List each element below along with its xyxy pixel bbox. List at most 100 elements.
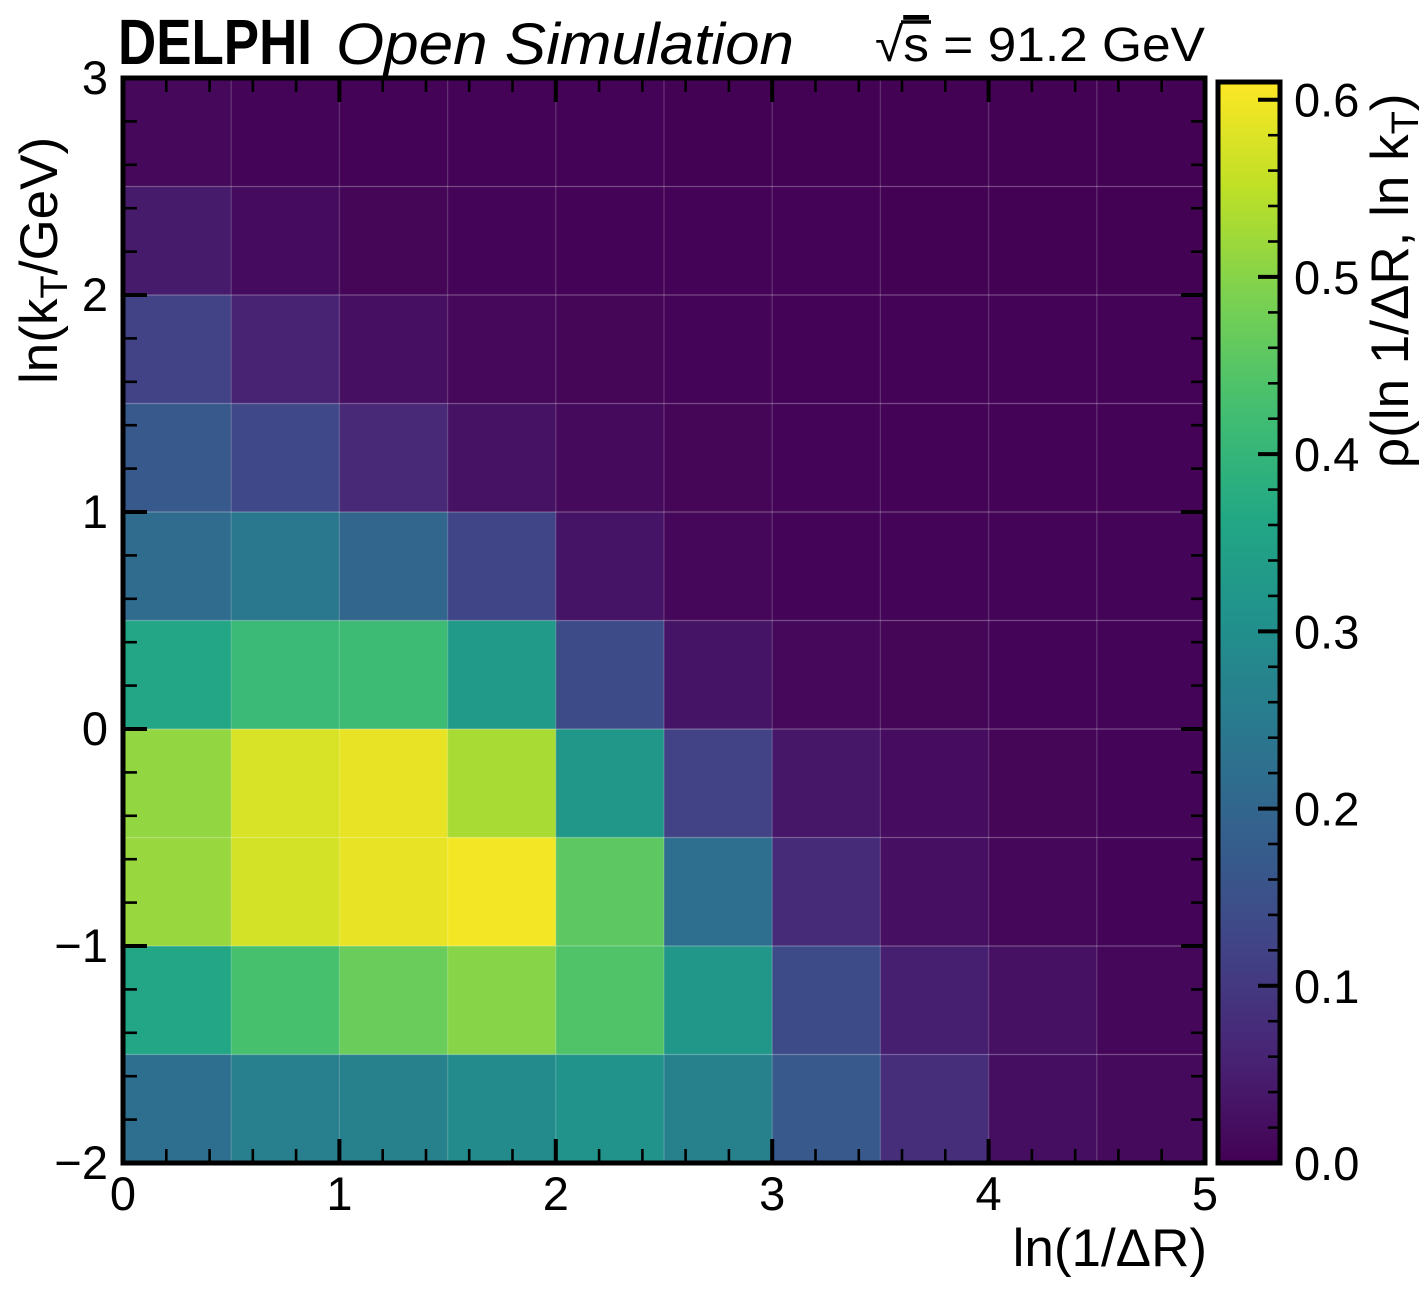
heatmap-cell bbox=[555, 946, 665, 1056]
heatmap-cell bbox=[1096, 946, 1206, 1056]
heatmap-cell bbox=[123, 403, 232, 513]
heatmap-cell bbox=[231, 78, 340, 188]
heatmap-cell bbox=[664, 620, 773, 730]
heatmap-cell bbox=[1096, 295, 1206, 405]
colorbar-tick-label: 0.2 bbox=[1294, 783, 1359, 836]
heatmap-cell bbox=[123, 78, 232, 188]
simulation-subtitle: Open Simulation bbox=[336, 12, 794, 77]
y-axis-tick-label: 3 bbox=[82, 51, 108, 104]
heatmap-cell bbox=[339, 620, 449, 730]
heatmap-cell bbox=[772, 620, 881, 730]
y-axis-tick-label: −2 bbox=[54, 1136, 108, 1189]
heatmap-cell bbox=[880, 946, 990, 1056]
colorbar-tick-label: 0.1 bbox=[1294, 960, 1359, 1013]
heatmap-cell bbox=[123, 729, 232, 839]
heatmap-cell bbox=[231, 837, 340, 947]
heatmap-cell bbox=[555, 295, 665, 405]
heatmap-cell bbox=[123, 295, 232, 405]
heatmap-cell bbox=[339, 295, 449, 405]
heatmap-cell bbox=[339, 1054, 449, 1164]
heatmap-cell bbox=[555, 837, 665, 947]
cell-grid-lines bbox=[123, 78, 1205, 1163]
heatmap-cell bbox=[123, 620, 232, 730]
heatmap-cell bbox=[447, 78, 557, 188]
heatmap-cell bbox=[880, 403, 990, 513]
heatmap-cell bbox=[555, 186, 665, 296]
heatmap-cell bbox=[123, 837, 232, 947]
label-part: = 91.2 GeV bbox=[929, 19, 1205, 72]
heatmap-cell bbox=[555, 512, 665, 622]
label-part: T bbox=[33, 275, 76, 298]
y-axis-tick-label: 0 bbox=[82, 702, 108, 755]
heatmap-cell bbox=[880, 620, 990, 730]
heatmap-cell bbox=[880, 295, 990, 405]
heatmap-cell bbox=[1096, 729, 1206, 839]
heatmap-cell bbox=[988, 837, 1098, 947]
plot-frame bbox=[120, 75, 1208, 1166]
heatmap-cell bbox=[1096, 837, 1206, 947]
x-axis-title: ln(1/ΔR) bbox=[1013, 1219, 1207, 1278]
experiment-title: DELPHI bbox=[118, 6, 312, 78]
heatmap-cell bbox=[555, 620, 665, 730]
heatmap-cell bbox=[988, 403, 1098, 513]
colorbar-tick-label: 0.3 bbox=[1294, 605, 1359, 658]
axis-tick-labels: 0 1 2 3 4 5 −2 −1 0 1 2 3 bbox=[54, 51, 1218, 1220]
colorbar-gradient bbox=[1218, 82, 1280, 1163]
heatmap-cell bbox=[772, 946, 881, 1056]
x-axis-tick-label: 2 bbox=[543, 1167, 569, 1220]
heatmap-cell bbox=[231, 512, 340, 622]
heatmap-cell bbox=[447, 186, 557, 296]
label-part: ln(k bbox=[10, 298, 69, 384]
heatmap-cell bbox=[447, 729, 557, 839]
heatmap-cell bbox=[123, 1054, 232, 1164]
x-axis-tick-label: 0 bbox=[110, 1167, 136, 1220]
label-part: s bbox=[903, 19, 929, 72]
heatmap-cell bbox=[772, 1054, 881, 1164]
heatmap-cell bbox=[339, 946, 449, 1056]
heatmap-cell bbox=[1096, 512, 1206, 622]
heatmap-cell bbox=[555, 1054, 665, 1164]
heatmap-cell bbox=[1096, 1054, 1206, 1164]
heatmap-cell bbox=[447, 837, 557, 947]
heatmap-cell bbox=[988, 295, 1098, 405]
heatmap-cell bbox=[664, 729, 773, 839]
heatmap-cell bbox=[231, 295, 340, 405]
heatmap-cell bbox=[664, 837, 773, 947]
heatmap-cell bbox=[988, 512, 1098, 622]
heatmap-cell bbox=[772, 78, 881, 188]
colorbar-ticks bbox=[1258, 97, 1280, 1129]
heatmap-cell bbox=[447, 946, 557, 1056]
heatmap-cell bbox=[339, 837, 449, 947]
heatmap-cell bbox=[988, 1054, 1098, 1164]
heatmap-cell bbox=[664, 403, 773, 513]
heatmap-cell bbox=[447, 403, 557, 513]
heatmap-cells bbox=[123, 78, 1206, 1164]
heatmap-cell bbox=[772, 729, 881, 839]
heatmap-cell bbox=[772, 837, 881, 947]
heatmap-cell bbox=[339, 512, 449, 622]
heatmap-cell bbox=[772, 295, 881, 405]
heatmap-cell bbox=[231, 946, 340, 1056]
heatmap-cell bbox=[988, 620, 1098, 730]
heatmap-cell bbox=[988, 78, 1098, 188]
heatmap-cell bbox=[555, 403, 665, 513]
label-part: ln(1/ΔR) bbox=[1013, 1219, 1207, 1278]
heatmap-cell bbox=[231, 729, 340, 839]
heatmap-cell bbox=[772, 186, 881, 296]
colorbar-tick-label: 0.6 bbox=[1294, 74, 1359, 127]
colorbar-tick-labels: 0.0 0.1 0.2 0.3 0.4 0.5 0.6 bbox=[1294, 74, 1359, 1190]
heatmap-cell bbox=[664, 512, 773, 622]
x-axis-tick-label: 4 bbox=[976, 1167, 1002, 1220]
heatmap-cell bbox=[664, 78, 773, 188]
x-axis-tick-label: 3 bbox=[759, 1167, 785, 1220]
heatmap-cell bbox=[231, 403, 340, 513]
heatmap-cell bbox=[988, 729, 1098, 839]
heatmap-cell bbox=[880, 512, 990, 622]
heatmap-cell bbox=[1096, 78, 1206, 188]
heatmap-cell bbox=[772, 403, 881, 513]
heatmap-cell bbox=[123, 186, 232, 296]
heatmap-cell bbox=[231, 620, 340, 730]
heatmap-cell bbox=[880, 729, 990, 839]
